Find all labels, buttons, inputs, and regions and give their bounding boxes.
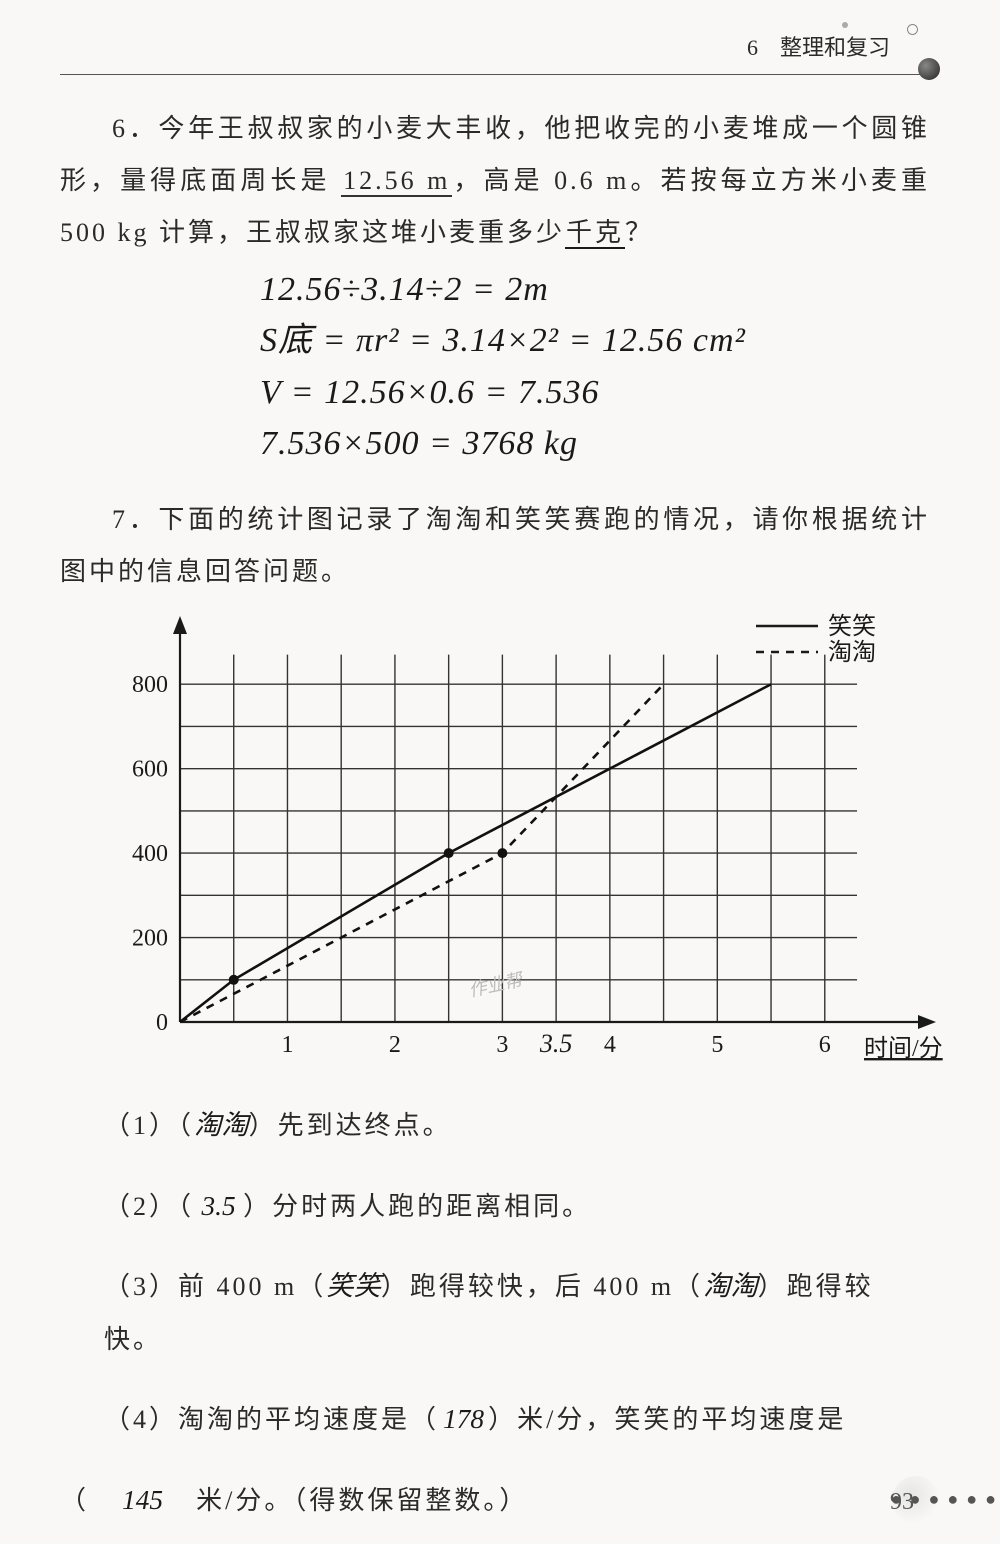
s4b-post: 米/分。（得数保留整数。） [167, 1486, 528, 1515]
subquestions: （1）（淘淘）先到达终点。 （2）（3.5）分时两人跑的距离相同。 （3）前 4… [60, 1098, 930, 1527]
svg-text:0: 0 [156, 1010, 168, 1036]
s2-pre: （2）（ [104, 1192, 194, 1221]
decor-dot [918, 58, 940, 80]
q6-underline-a: 12.56 m [341, 166, 452, 197]
subq-1: （1）（淘淘）先到达终点。 [104, 1098, 930, 1153]
s4-pre: （4）淘淘的平均速度是（ [104, 1405, 439, 1434]
q7-number: 7． [112, 505, 158, 534]
s3-mid: ）跑得较快，后 400 m（ [381, 1272, 703, 1301]
race-chart: 02004006008001234563.5路程/m时间/分作业帮笑笑淘淘 [104, 612, 930, 1072]
svg-text:5: 5 [711, 1032, 723, 1058]
work-line-1: 12.56÷3.14÷2 = 2m [260, 265, 930, 314]
q6-text-c: ？ [625, 218, 654, 247]
s4-fill2: 145 [118, 1473, 167, 1528]
subq-3: （3）前 400 m（笑笑）跑得较快，后 400 m（淘淘）跑得较快。 [104, 1259, 930, 1366]
work-line-3: V = 12.56×0.6 = 7.536 [260, 368, 930, 417]
s1-pre: （1）（ [104, 1111, 194, 1140]
decor-dot [907, 24, 918, 35]
s3-fill2: 淘淘 [703, 1259, 758, 1314]
q6-number: 6． [112, 114, 158, 143]
svg-text:200: 200 [132, 926, 168, 952]
svg-text:淘淘: 淘淘 [828, 639, 876, 666]
svg-text:6: 6 [819, 1032, 831, 1058]
s1-fill: 淘淘 [194, 1098, 249, 1153]
svg-text:路程/m: 路程/m [184, 612, 258, 614]
svg-text:时间/分: 时间/分 [864, 1035, 943, 1062]
q6-underline-b: 千克 [565, 218, 625, 249]
work-line-4: 7.536×500 = 3768 kg [260, 419, 930, 468]
svg-text:3: 3 [496, 1032, 508, 1058]
s4-fill1: 178 [439, 1392, 488, 1447]
svg-text:2: 2 [389, 1032, 401, 1058]
chapter-title: 6 整理和复习 [747, 35, 890, 60]
page-root: 6 整理和复习 6．今年王叔叔家的小麦大丰收，他把收完的小麦堆成一个圆锥形，量得… [0, 0, 1000, 1544]
svg-text:4: 4 [604, 1032, 616, 1058]
subq-4-line2: （ 145 米/分。（得数保留整数。） [60, 1473, 930, 1528]
s4b-pre: （ [60, 1486, 118, 1515]
s4-mid: ）米/分，笑笑的平均速度是 [488, 1405, 846, 1434]
s2-post: ）分时两人跑的距离相同。 [243, 1192, 591, 1221]
svg-text:1: 1 [281, 1032, 293, 1058]
s3-fill1: 笑笑 [326, 1259, 381, 1314]
decor-dot [842, 22, 848, 28]
page-header: 6 整理和复习 [60, 30, 930, 75]
problem-7: 7．下面的统计图记录了淘淘和笑笑赛跑的情况，请你根据统计图中的信息回答问题。 [60, 494, 930, 598]
svg-text:800: 800 [132, 672, 168, 698]
svg-text:3.5: 3.5 [539, 1029, 573, 1058]
subq-4: （4）淘淘的平均速度是（178）米/分，笑笑的平均速度是 [104, 1392, 930, 1447]
s2-fill: 3.5 [194, 1179, 243, 1234]
race-chart-svg: 02004006008001234563.5路程/m时间/分作业帮笑笑淘淘 [104, 612, 954, 1072]
svg-text:600: 600 [132, 757, 168, 783]
svg-text:400: 400 [132, 841, 168, 867]
problem-6: 6．今年王叔叔家的小麦大丰收，他把收完的小麦堆成一个圆锥形，量得底面周长是 12… [60, 103, 930, 259]
subq-2: （2）（3.5）分时两人跑的距离相同。 [104, 1179, 930, 1234]
s3-pre: （3）前 400 m（ [104, 1272, 326, 1301]
svg-text:笑笑: 笑笑 [828, 613, 876, 640]
q7-text: 下面的统计图记录了淘淘和笑笑赛跑的情况，请你根据统计图中的信息回答问题。 [60, 505, 930, 586]
q6-handwritten-work: 12.56÷3.14÷2 = 2m S底 = πr² = 3.14×2² = 1… [260, 265, 930, 468]
work-line-2: S底 = πr² = 3.14×2² = 12.56 cm² [260, 316, 930, 365]
decor-dots-row: ●●●●●● [891, 1489, 1000, 1510]
s1-post: ）先到达终点。 [249, 1111, 452, 1140]
